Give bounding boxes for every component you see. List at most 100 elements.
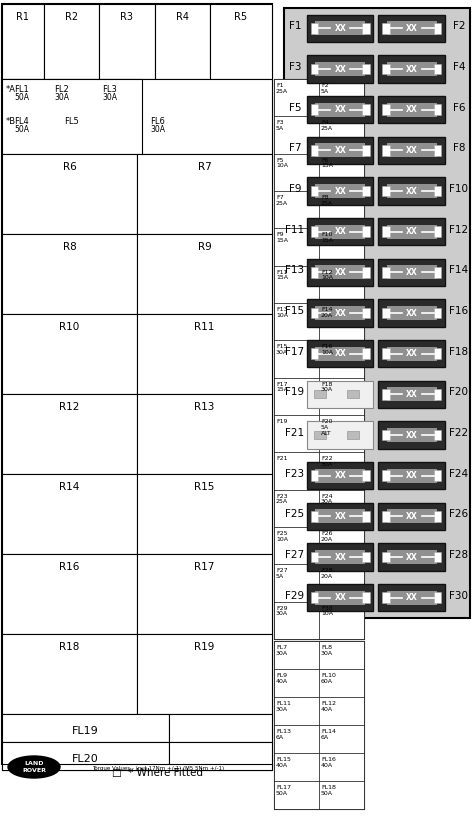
Text: FL9
40A: FL9 40A [276, 673, 288, 684]
Text: XX: XX [406, 24, 418, 33]
Bar [434, 105, 441, 115]
Text: F1: F1 [289, 21, 301, 31]
Text: F19: F19 [276, 419, 288, 424]
Bar [315, 306, 365, 320]
Text: FL3: FL3 [102, 85, 117, 94]
Text: F5: F5 [289, 103, 301, 113]
Text: XX: XX [406, 431, 418, 440]
Text: F30
10A: F30 10A [321, 605, 333, 617]
Text: XX: XX [334, 471, 346, 480]
Text: XX: XX [406, 268, 418, 277]
Bar [387, 428, 437, 442]
Bar [347, 391, 359, 398]
Bar [274, 753, 319, 781]
Bar [319, 781, 364, 809]
Bar [387, 21, 437, 35]
Text: FL15
40A: FL15 40A [276, 757, 291, 768]
Bar [315, 103, 365, 117]
Text: R4: R4 [176, 12, 189, 22]
Text: XX: XX [406, 186, 418, 195]
Text: R15: R15 [194, 482, 215, 492]
Bar [284, 8, 470, 618]
Text: XX: XX [334, 349, 346, 358]
Text: FL12
40A: FL12 40A [321, 701, 336, 712]
Text: FL19: FL19 [73, 726, 99, 736]
Text: FL8
30A: FL8 30A [321, 645, 333, 656]
Bar [210, 4, 272, 79]
Text: R18: R18 [59, 642, 80, 652]
Bar [311, 511, 319, 521]
Text: XX: XX [406, 349, 418, 358]
Text: F25: F25 [285, 509, 305, 520]
Bar [307, 381, 374, 408]
Text: R8: R8 [63, 242, 76, 252]
Bar [2, 742, 169, 770]
Bar [319, 489, 364, 527]
Text: F18: F18 [449, 346, 469, 357]
Text: R3: R3 [120, 12, 133, 22]
Bar [383, 511, 390, 521]
Bar [137, 634, 272, 714]
Bar [319, 228, 364, 266]
Bar [315, 62, 365, 76]
Bar [319, 753, 364, 781]
Bar [307, 136, 374, 164]
Bar [383, 389, 390, 400]
Text: XX: XX [406, 511, 418, 520]
Text: XX: XX [406, 65, 418, 74]
Text: F22
30A: F22 30A [321, 457, 333, 467]
Text: F16: F16 [449, 306, 469, 316]
Text: F23
25A: F23 25A [276, 493, 288, 504]
Bar [383, 592, 390, 603]
Bar [315, 469, 365, 483]
Text: F11
15A: F11 15A [276, 270, 288, 280]
Text: F29: F29 [285, 591, 305, 600]
Bar [387, 225, 437, 239]
Text: F19: F19 [285, 387, 305, 397]
Bar [307, 462, 374, 489]
Bar [169, 714, 272, 742]
Bar [362, 23, 370, 33]
Text: XX: XX [334, 511, 346, 520]
Bar [311, 64, 319, 74]
Text: XX: XX [334, 552, 346, 561]
Bar [387, 510, 437, 523]
Text: F12
10A: F12 10A [321, 270, 333, 280]
Bar [311, 471, 319, 481]
Bar [155, 4, 210, 79]
Text: R14: R14 [59, 482, 80, 492]
Bar [362, 64, 370, 74]
Text: F24
30A: F24 30A [321, 493, 333, 504]
Bar [383, 105, 390, 115]
Bar [379, 56, 445, 83]
Text: F14: F14 [449, 266, 469, 275]
Bar [315, 184, 365, 198]
Text: F27: F27 [285, 550, 305, 560]
Bar [311, 267, 319, 278]
Bar [274, 79, 364, 639]
Bar [274, 565, 319, 601]
Bar [274, 601, 319, 639]
Text: F1
25A: F1 25A [276, 83, 288, 94]
Text: FL10
60A: FL10 60A [321, 673, 336, 684]
Bar [311, 105, 319, 115]
Text: F9: F9 [289, 184, 301, 194]
Bar [169, 742, 272, 770]
Bar [319, 527, 364, 565]
Bar [379, 15, 445, 42]
Text: F22: F22 [449, 428, 469, 438]
Bar [274, 377, 319, 415]
Bar [379, 381, 445, 408]
Bar [319, 191, 364, 228]
Bar [379, 218, 445, 245]
Text: XX: XX [334, 268, 346, 277]
Text: XX: XX [406, 145, 418, 155]
Bar [307, 96, 374, 123]
Text: F25
10A: F25 10A [276, 531, 288, 542]
Bar [274, 341, 319, 377]
Bar [434, 348, 441, 359]
Text: F15
30A: F15 30A [276, 344, 288, 355]
Bar [319, 565, 364, 601]
Bar [434, 471, 441, 481]
Bar [383, 471, 390, 481]
